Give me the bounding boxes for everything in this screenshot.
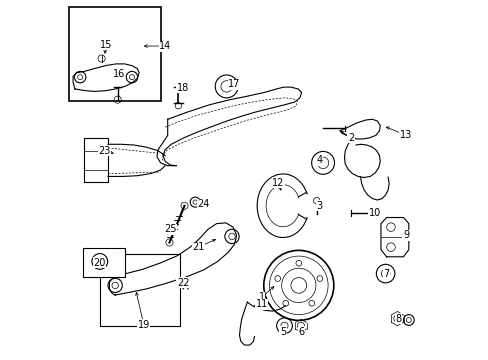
Text: 12: 12: [272, 178, 284, 188]
Bar: [83, 248, 125, 277]
Text: 1: 1: [258, 292, 264, 302]
Text: 20: 20: [93, 258, 106, 268]
Text: 11: 11: [255, 299, 267, 309]
Text: 21: 21: [192, 242, 204, 252]
Text: 8: 8: [394, 314, 400, 324]
Text: 10: 10: [368, 208, 380, 218]
Text: 25: 25: [163, 224, 176, 234]
Text: 4: 4: [316, 156, 322, 165]
Text: 2: 2: [347, 133, 353, 143]
Text: 22: 22: [177, 278, 189, 288]
Text: 9: 9: [402, 230, 408, 240]
Bar: [100, 254, 180, 326]
Text: 7: 7: [383, 269, 389, 279]
Text: 17: 17: [228, 79, 240, 89]
Text: 5: 5: [280, 327, 285, 337]
Text: 23: 23: [98, 146, 110, 156]
Text: 13: 13: [399, 130, 411, 140]
Text: 24: 24: [197, 199, 209, 209]
Text: 14: 14: [159, 41, 171, 51]
Text: 6: 6: [298, 327, 304, 337]
Text: 18: 18: [177, 83, 189, 93]
Bar: [69, 7, 160, 102]
Text: 3: 3: [316, 201, 322, 211]
Text: 15: 15: [100, 40, 112, 50]
Text: 16: 16: [112, 68, 124, 78]
Text: 19: 19: [137, 320, 150, 330]
